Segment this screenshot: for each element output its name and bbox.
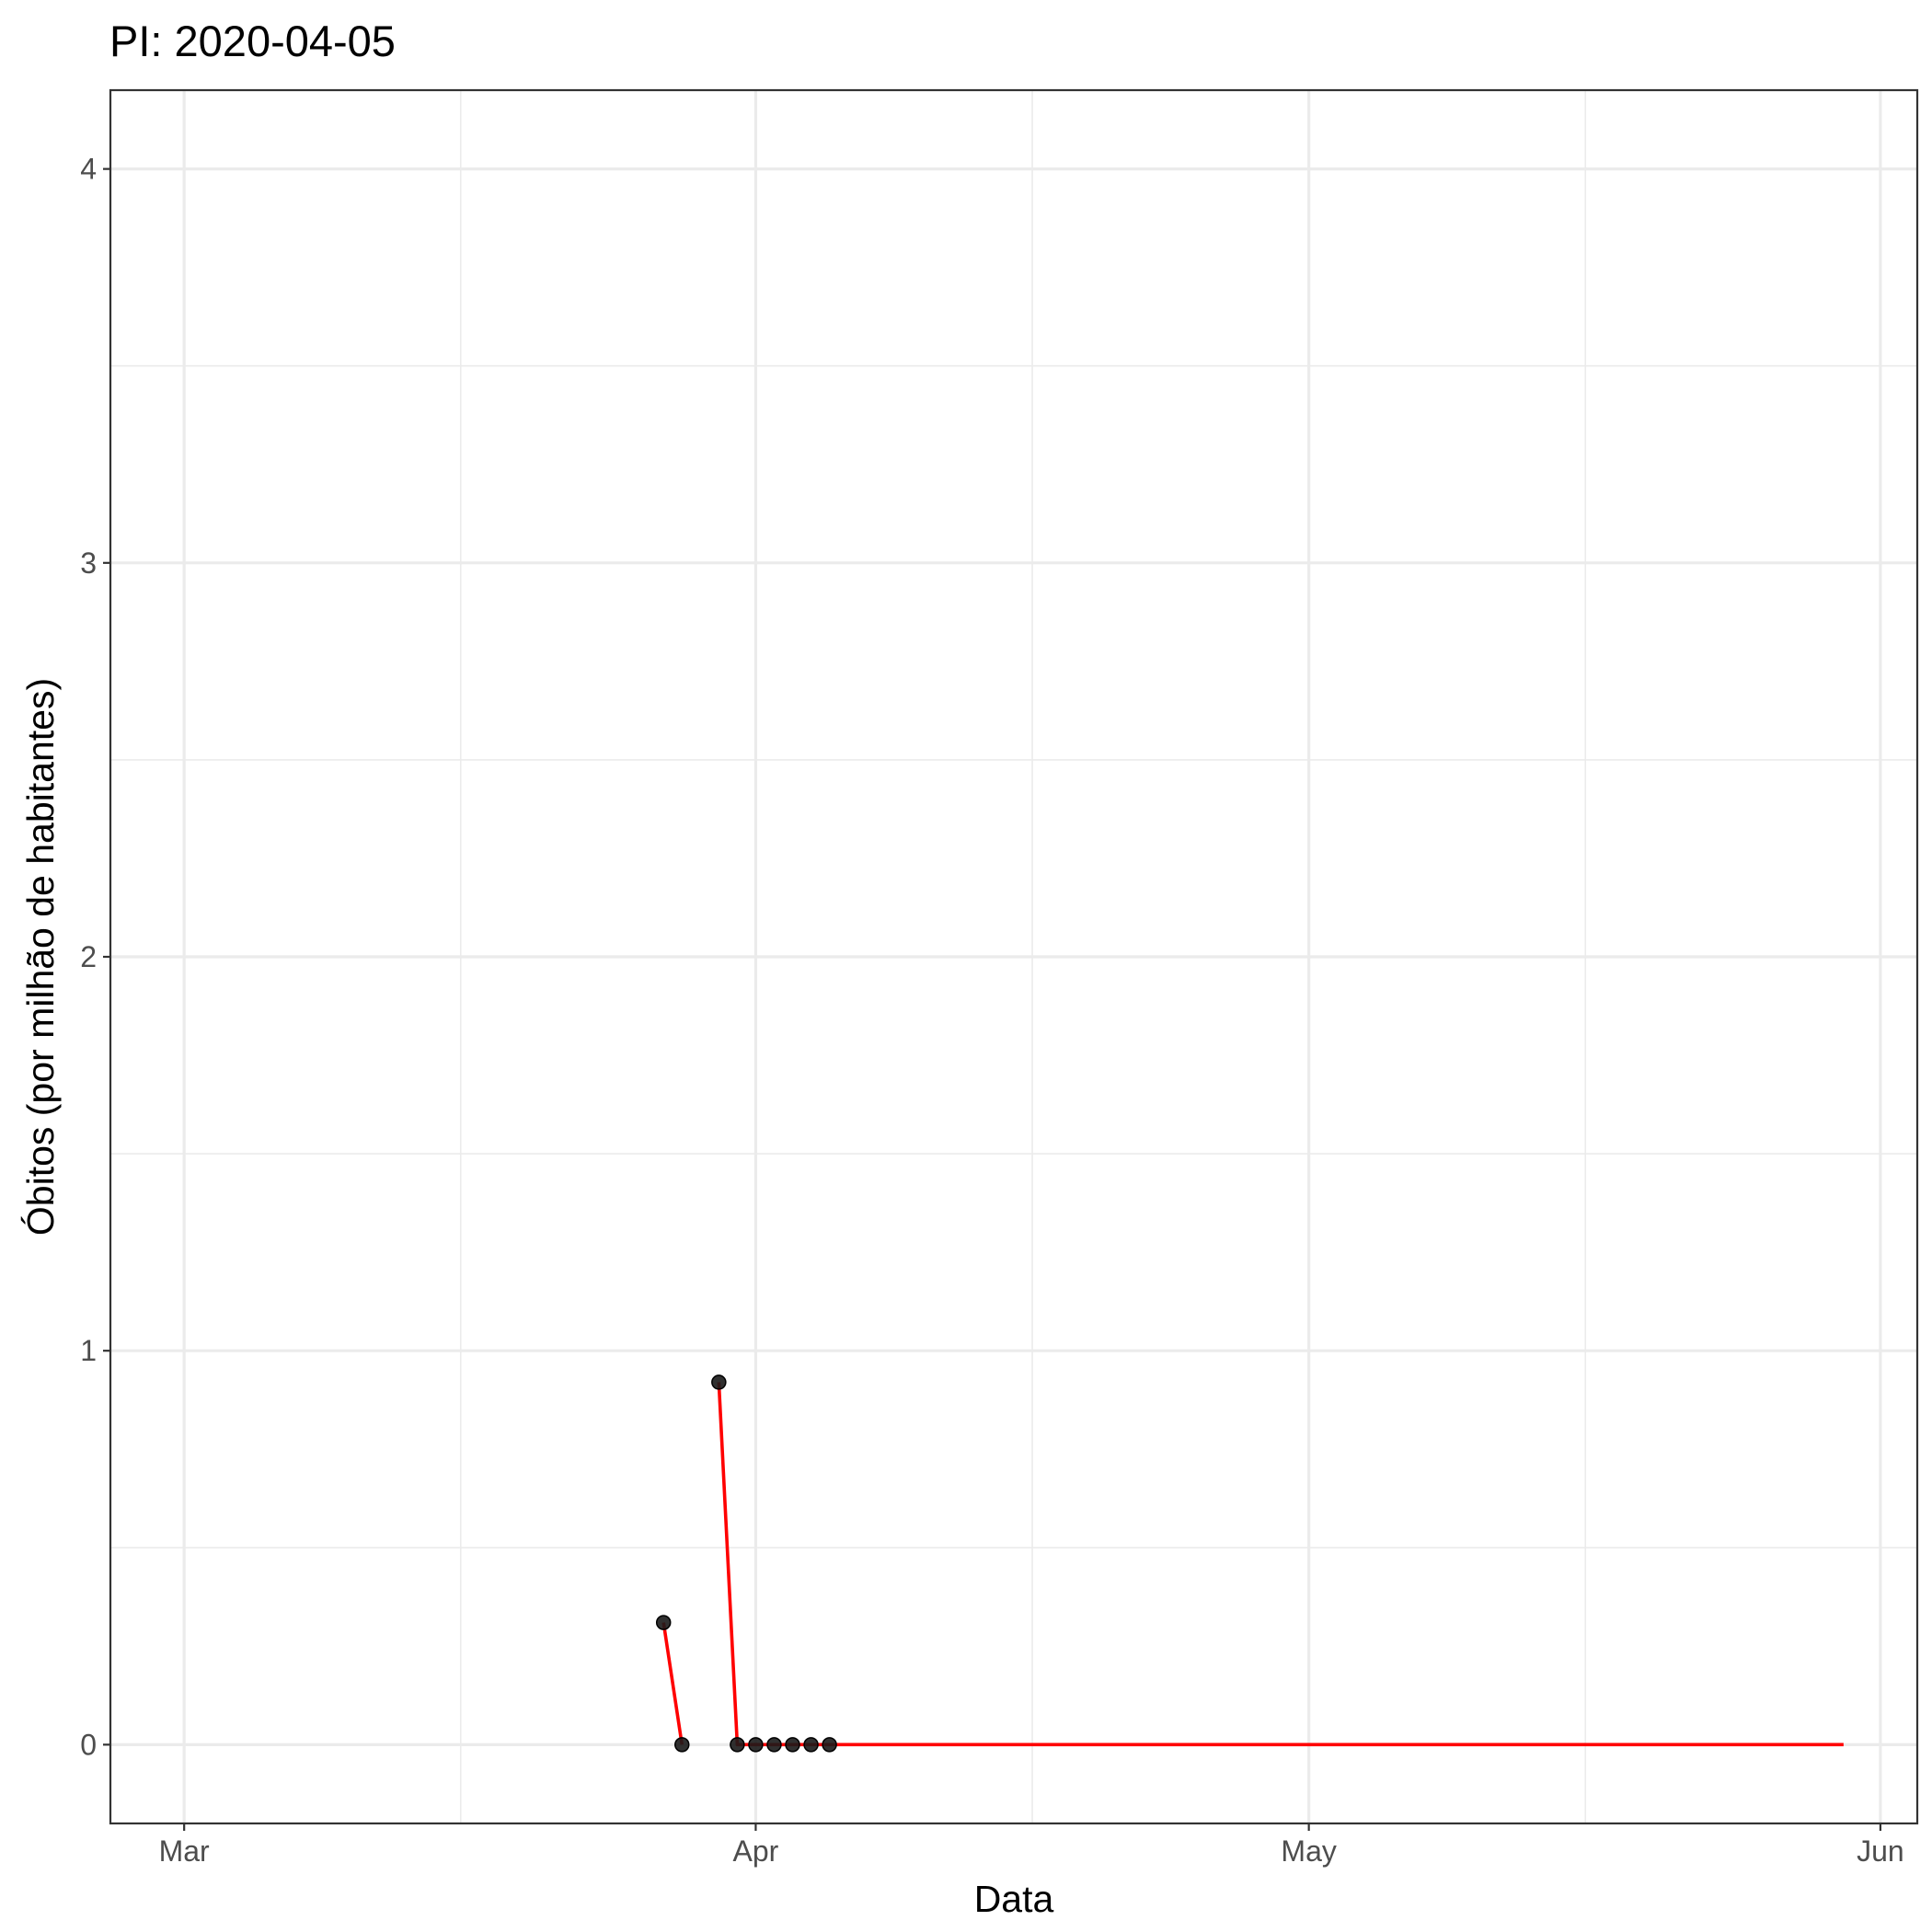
x-axis-title: Data xyxy=(974,1878,1054,1920)
y-tick-label: 3 xyxy=(80,546,97,580)
x-tick-label: Jun xyxy=(1857,1834,1904,1868)
data-point xyxy=(674,1737,690,1753)
data-point xyxy=(711,1374,727,1390)
y-tick-label: 1 xyxy=(80,1334,97,1367)
x-tick-label: May xyxy=(1281,1834,1336,1868)
data-point xyxy=(655,1615,672,1630)
x-axis: Mar Apr May Jun xyxy=(159,1823,1904,1868)
data-point xyxy=(822,1737,837,1753)
points-layer xyxy=(655,1374,837,1753)
y-tick-label: 0 xyxy=(80,1728,97,1761)
data-point xyxy=(785,1737,800,1753)
chart-title: PI: 2020-04-05 xyxy=(109,17,396,65)
series-line-segment xyxy=(661,1622,684,1745)
y-axis: 0 1 2 3 4 xyxy=(80,153,110,1761)
data-point xyxy=(748,1737,764,1753)
y-tick-label: 2 xyxy=(80,940,97,973)
x-tick-label: Apr xyxy=(733,1834,779,1868)
x-tick-label: Mar xyxy=(159,1834,210,1868)
y-axis-title: Óbitos (por milhão de habitantes) xyxy=(19,678,62,1236)
data-point xyxy=(730,1737,745,1753)
y-tick-label: 4 xyxy=(80,153,97,186)
data-point xyxy=(766,1737,782,1753)
data-point xyxy=(803,1737,819,1753)
plot-panel xyxy=(109,88,1919,1825)
